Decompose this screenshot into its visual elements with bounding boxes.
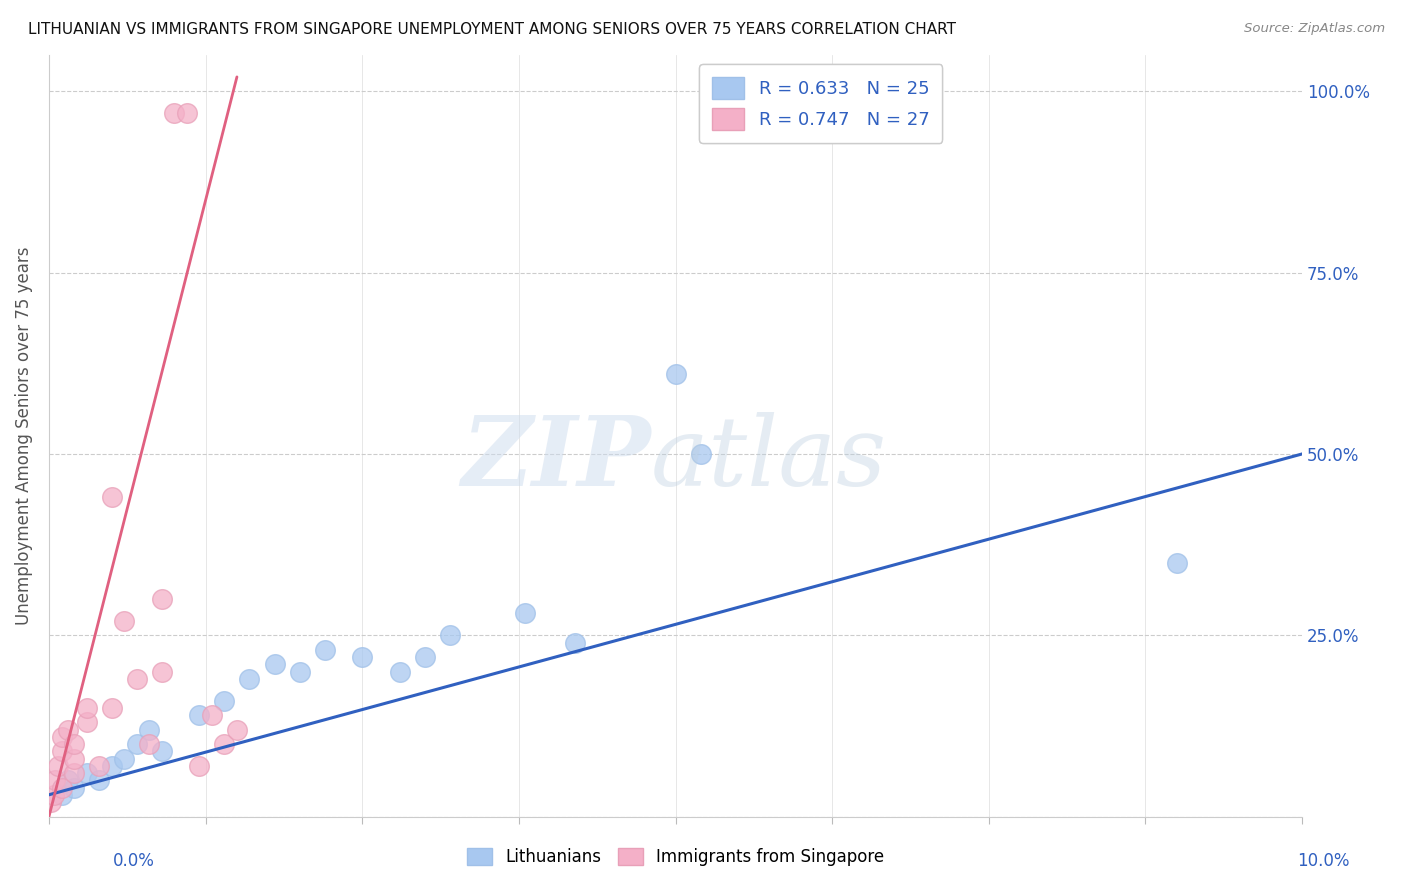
Point: [41, 795, 63, 809]
Text: 10.0%: 10.0%: [1298, 852, 1350, 870]
Text: LITHUANIAN VS IMMIGRANTS FROM SINGAPORE UNEMPLOYMENT AMONG SENIORS OVER 75 YEARS: LITHUANIAN VS IMMIGRANTS FROM SINGAPORE …: [28, 22, 956, 37]
Point: [76, 700, 98, 714]
Point: [288, 665, 311, 679]
Point: [44, 773, 66, 788]
Point: [42, 788, 65, 802]
Point: [689, 447, 711, 461]
Point: [1166, 556, 1188, 570]
Point: [352, 650, 374, 665]
Point: [263, 657, 285, 672]
Point: [138, 737, 160, 751]
Text: ZIP: ZIP: [461, 412, 651, 506]
Point: [87, 758, 110, 772]
Point: [150, 592, 173, 607]
Point: [150, 744, 173, 758]
Point: [188, 758, 211, 772]
Point: [138, 723, 160, 737]
Point: [564, 635, 586, 649]
Point: [413, 650, 436, 665]
Point: [176, 106, 198, 120]
Point: [63, 780, 86, 795]
Point: [100, 700, 122, 714]
Point: [46, 758, 69, 772]
Point: [76, 766, 98, 780]
Point: [100, 758, 122, 772]
Point: [63, 766, 86, 780]
Point: [125, 672, 148, 686]
Text: Source: ZipAtlas.com: Source: ZipAtlas.com: [1244, 22, 1385, 36]
Point: [87, 773, 110, 788]
Point: [112, 751, 135, 765]
Point: [515, 607, 537, 621]
Point: [238, 672, 260, 686]
Point: [439, 628, 461, 642]
Point: [51, 788, 73, 802]
Point: [100, 491, 122, 505]
Y-axis label: Unemployment Among Seniors over 75 years: Unemployment Among Seniors over 75 years: [15, 246, 32, 625]
Point: [188, 708, 211, 723]
Point: [314, 642, 336, 657]
Text: 0.0%: 0.0%: [112, 852, 155, 870]
Point: [388, 665, 411, 679]
Point: [63, 737, 86, 751]
Legend: R = 0.633   N = 25, R = 0.747   N = 27: R = 0.633 N = 25, R = 0.747 N = 27: [699, 64, 942, 143]
Point: [56, 723, 79, 737]
Point: [214, 737, 236, 751]
Point: [214, 693, 236, 707]
Point: [51, 780, 73, 795]
Text: atlas: atlas: [651, 412, 887, 506]
Point: [226, 723, 249, 737]
Point: [51, 730, 73, 744]
Point: [112, 614, 135, 628]
Point: [201, 708, 224, 723]
Point: [63, 751, 86, 765]
Point: [163, 106, 186, 120]
Point: [76, 715, 98, 730]
Point: [664, 368, 686, 382]
Point: [150, 665, 173, 679]
Point: [51, 744, 73, 758]
Point: [125, 737, 148, 751]
Point: [56, 773, 79, 788]
